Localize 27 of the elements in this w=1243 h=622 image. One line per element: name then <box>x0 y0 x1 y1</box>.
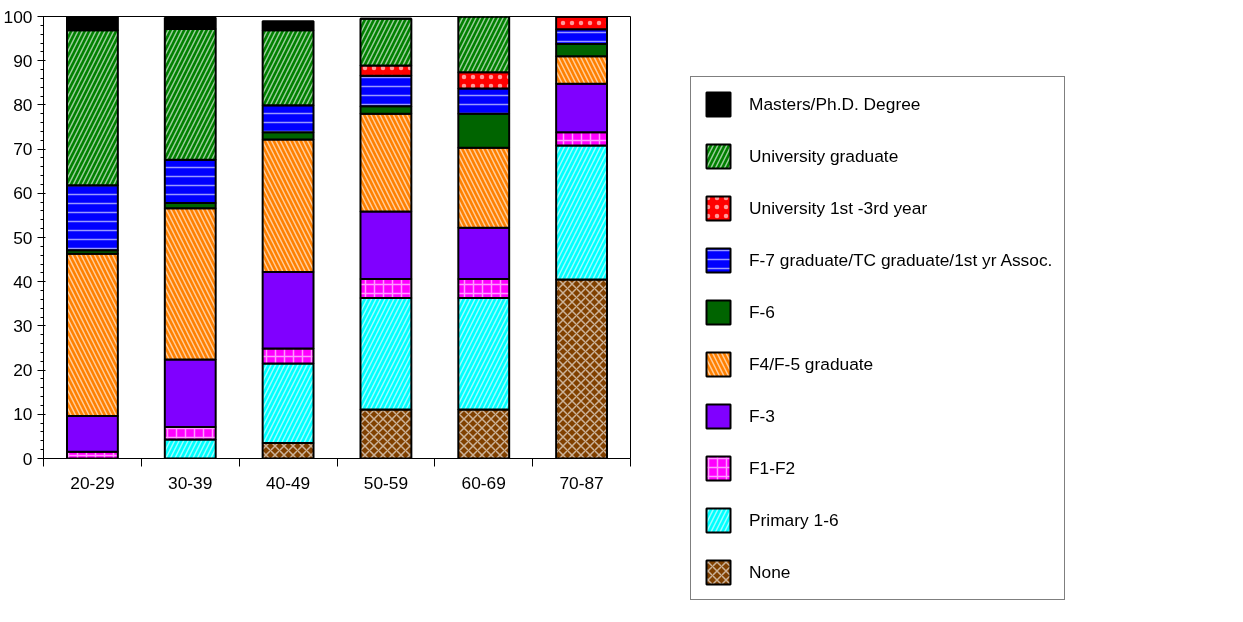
y-tick-label: 80 <box>13 94 33 115</box>
legend-label: Primary 1-6 <box>749 509 839 531</box>
legend-label: University graduate <box>749 145 899 167</box>
x-tick-label: 20-29 <box>70 472 115 493</box>
legend-label: F-6 <box>749 301 775 323</box>
legend-label: F-3 <box>749 405 775 427</box>
legend-label: F1-F2 <box>749 457 796 479</box>
y-tick-label: 90 <box>13 50 33 71</box>
x-tick-label: 70-87 <box>559 472 604 493</box>
y-tick-label: 10 <box>13 404 33 425</box>
y-tick-label: 70 <box>13 139 33 160</box>
legend-label: University 1st -3rd year <box>749 197 928 219</box>
y-tick-label: 40 <box>13 271 33 292</box>
y-tick-label: 100 <box>3 6 33 27</box>
legend-label: F-7 graduate/TC graduate/1st yr Assoc. <box>749 249 1053 271</box>
legend-label: F4/F-5 graduate <box>749 353 874 375</box>
y-tick-label: 20 <box>13 360 33 381</box>
legend-label: None <box>749 561 791 583</box>
y-tick-label: 0 <box>22 448 33 469</box>
x-tick-label: 30-39 <box>168 472 213 493</box>
x-tick-label: 40-49 <box>265 472 311 493</box>
legend-label: Masters/Ph.D. Degree <box>749 93 921 115</box>
x-tick-label: 50-59 <box>363 472 409 493</box>
y-tick-label: 60 <box>13 183 33 204</box>
y-tick-label: 30 <box>13 315 33 336</box>
y-tick-label: 50 <box>13 227 33 248</box>
x-tick-label: 60-69 <box>461 472 506 493</box>
